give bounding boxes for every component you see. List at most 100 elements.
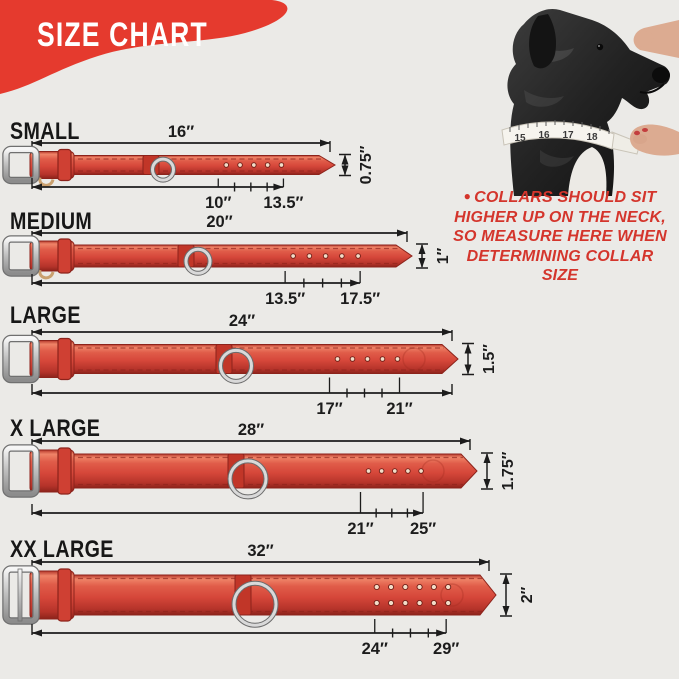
dimension-label: 21″: [347, 520, 373, 538]
buckle-icon: [2, 145, 40, 185]
dog-ear: [529, 14, 557, 69]
d-ring-icon: [184, 247, 212, 275]
dimension-label: 0.75″: [358, 145, 375, 184]
d-ring-icon: [151, 157, 175, 182]
dimension-label: 24″: [229, 312, 255, 330]
collar-graphic: [2, 235, 413, 280]
adjustment-dimension: 13.5″ 17.5″: [31, 271, 380, 308]
size-row-xx-large: XX LARGE 32″ 2″ 24″ 29″: [2, 535, 536, 658]
size-row-x-large: X LARGE 28″ 1.75″ 21″ 25″: [2, 414, 517, 538]
dog-measuring-illustration: 15 16 17 18: [501, 8, 679, 197]
dog-chest-patch: [568, 147, 607, 196]
dimension-label: 25″: [410, 520, 436, 538]
dimension-label: 17″: [316, 400, 342, 418]
dimension-label: 28″: [238, 421, 264, 439]
width-dimension: 2″: [500, 573, 536, 617]
adjustment-holes: [373, 583, 452, 607]
adjustment-dimension: 10″ 13.5″: [31, 178, 304, 212]
dimension-label: 29″: [433, 640, 459, 658]
size-row-small: SMALL 16″ 0.75″ 10″ 13.5″: [2, 117, 375, 212]
length-dimension: 20″: [31, 213, 408, 242]
adjustment-dimension: 21″ 25″: [31, 492, 436, 538]
dimension-label: 10″: [205, 194, 231, 212]
collar-graphic: [2, 444, 478, 500]
dimension-label: 1″: [435, 247, 452, 264]
note-line: DETERMINING COLLAR: [466, 247, 654, 265]
width-dimension: 1.5″: [462, 342, 498, 376]
note-line: HIGHER UP ON THE NECK,: [454, 208, 666, 226]
buckle-icon: [2, 235, 40, 277]
page-title: SIZE CHART: [37, 16, 208, 54]
banner-blob-shape: [0, 0, 288, 94]
length-dimension: 16″: [31, 123, 331, 152]
buckle-icon: [2, 334, 40, 384]
dimension-label: 24″: [362, 640, 388, 658]
width-dimension: 1″: [416, 243, 452, 269]
collar-graphic: [2, 565, 497, 628]
size-name-label: X LARGE: [10, 414, 100, 441]
note-line: ● COLLARS SHOULD SIT: [463, 189, 657, 206]
d-ring-icon: [232, 581, 278, 627]
size-name-label: XX LARGE: [10, 535, 114, 562]
buckle-icon: [2, 444, 40, 498]
dog-eye: [596, 43, 604, 51]
dimension-label: 20″: [206, 213, 232, 231]
d-ring-icon: [228, 459, 268, 499]
size-name-label: SMALL: [10, 117, 80, 144]
buckle-icon: [2, 565, 40, 625]
keeper-loop: [57, 238, 72, 274]
adjustment-holes: [334, 356, 401, 362]
width-dimension: 0.75″: [339, 145, 375, 184]
adjustment-holes: [223, 162, 285, 168]
size-name-label: LARGE: [10, 301, 81, 328]
embossed-logo-stamp: [440, 583, 464, 607]
note-line: SO MEASURE HERE WHEN: [453, 228, 667, 246]
adjustment-dimension: 24″ 29″: [31, 619, 459, 658]
collar-graphic: [2, 334, 459, 384]
dimension-label: 2″: [519, 586, 536, 603]
fingernail: [634, 130, 640, 136]
title-banner: [0, 0, 340, 105]
keeper-loop: [57, 568, 72, 622]
collar-graphic: [2, 145, 336, 187]
tape-numbers: 15 16 17 18: [514, 130, 598, 144]
keeper-loop: [57, 337, 72, 381]
adjustment-holes: [365, 468, 424, 474]
size-name-label: MEDIUM: [10, 207, 92, 234]
tape-number: 16: [538, 130, 550, 141]
dog-photo: 15 16 17 18: [440, 0, 679, 197]
tape-number: 18: [586, 132, 598, 143]
hand-lower: [630, 124, 679, 156]
dimension-label: 13.5″: [263, 194, 303, 212]
keeper-loop: [57, 447, 72, 495]
leather-loop: [38, 177, 55, 187]
person-hands: [630, 20, 679, 156]
keeper-loop: [57, 148, 72, 182]
note-line: SIZE: [541, 267, 579, 285]
dimension-label: 13.5″: [265, 290, 305, 308]
size-row-large: LARGE 24″ 1.5″ 17″ 21″: [2, 301, 498, 418]
d-ring-icon: [219, 348, 253, 383]
dimension-label: 17.5″: [340, 290, 380, 308]
embossed-logo-stamp: [402, 347, 426, 371]
measuring-note: ● COLLARS SHOULD SIT HIGHER UP ON THE NECK…: [441, 188, 679, 286]
dimension-label: 1.5″: [481, 344, 498, 374]
length-dimension: 24″: [31, 312, 453, 341]
tape-number: 17: [562, 130, 574, 141]
size-row-medium: MEDIUM 20″ 1″ 13.5″ 17.5″: [2, 207, 452, 308]
adjustment-dimension: 17″ 21″: [31, 377, 453, 418]
width-dimension: 1.75″: [481, 451, 517, 490]
adjustment-holes: [290, 253, 361, 259]
dimension-label: 32″: [247, 542, 273, 560]
dog-silhouette: [507, 8, 670, 197]
dimension-label: 16″: [168, 123, 194, 141]
leather-loop: [38, 269, 55, 280]
tape-number: 15: [514, 133, 526, 144]
hand-upper: [633, 20, 679, 58]
fingernail: [642, 128, 648, 132]
dog-nose: [652, 67, 670, 83]
dimension-label: 21″: [386, 400, 412, 418]
measuring-tape: 15 16 17 18: [501, 120, 641, 155]
